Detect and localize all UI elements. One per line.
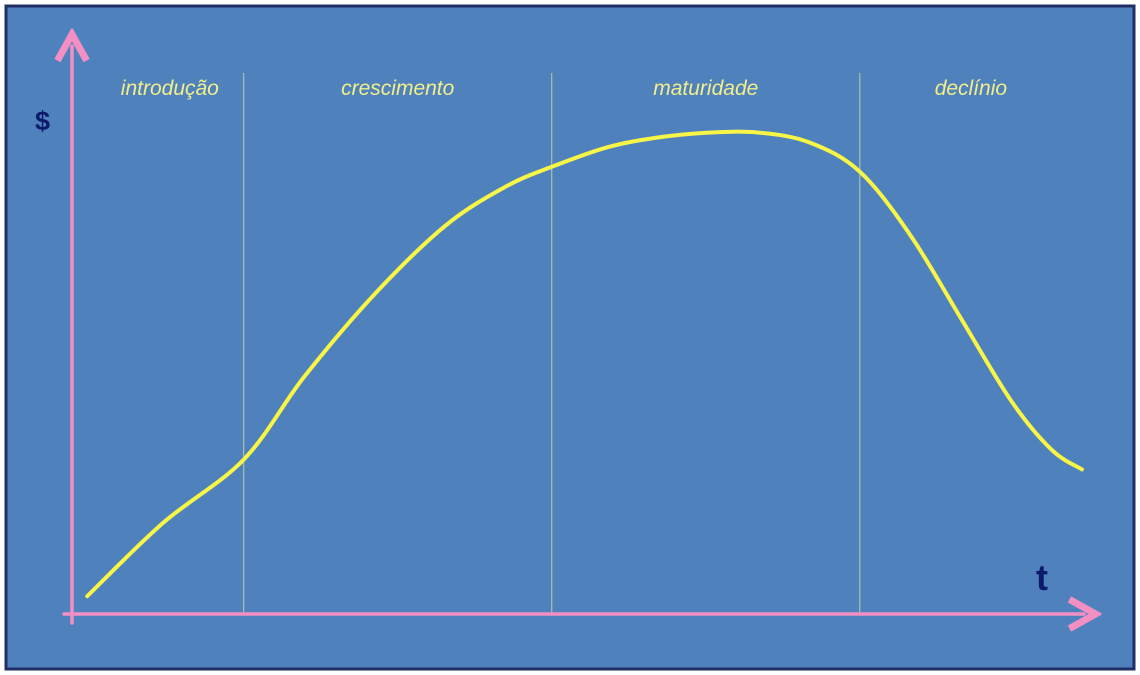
stage-label: maturidade <box>653 77 758 100</box>
x-axis-label: t <box>1036 557 1048 598</box>
series-curve <box>85 129 1084 599</box>
stage-labels: introdução crescimento maturidade declínio <box>121 77 1008 100</box>
stage-dividers <box>243 73 861 614</box>
stage-label: crescimento <box>341 77 455 100</box>
y-axis-label: $ <box>35 106 50 136</box>
stage-label: introdução <box>121 77 219 100</box>
chart-background-panel <box>4 4 1136 671</box>
stage-label: declínio <box>935 77 1008 100</box>
